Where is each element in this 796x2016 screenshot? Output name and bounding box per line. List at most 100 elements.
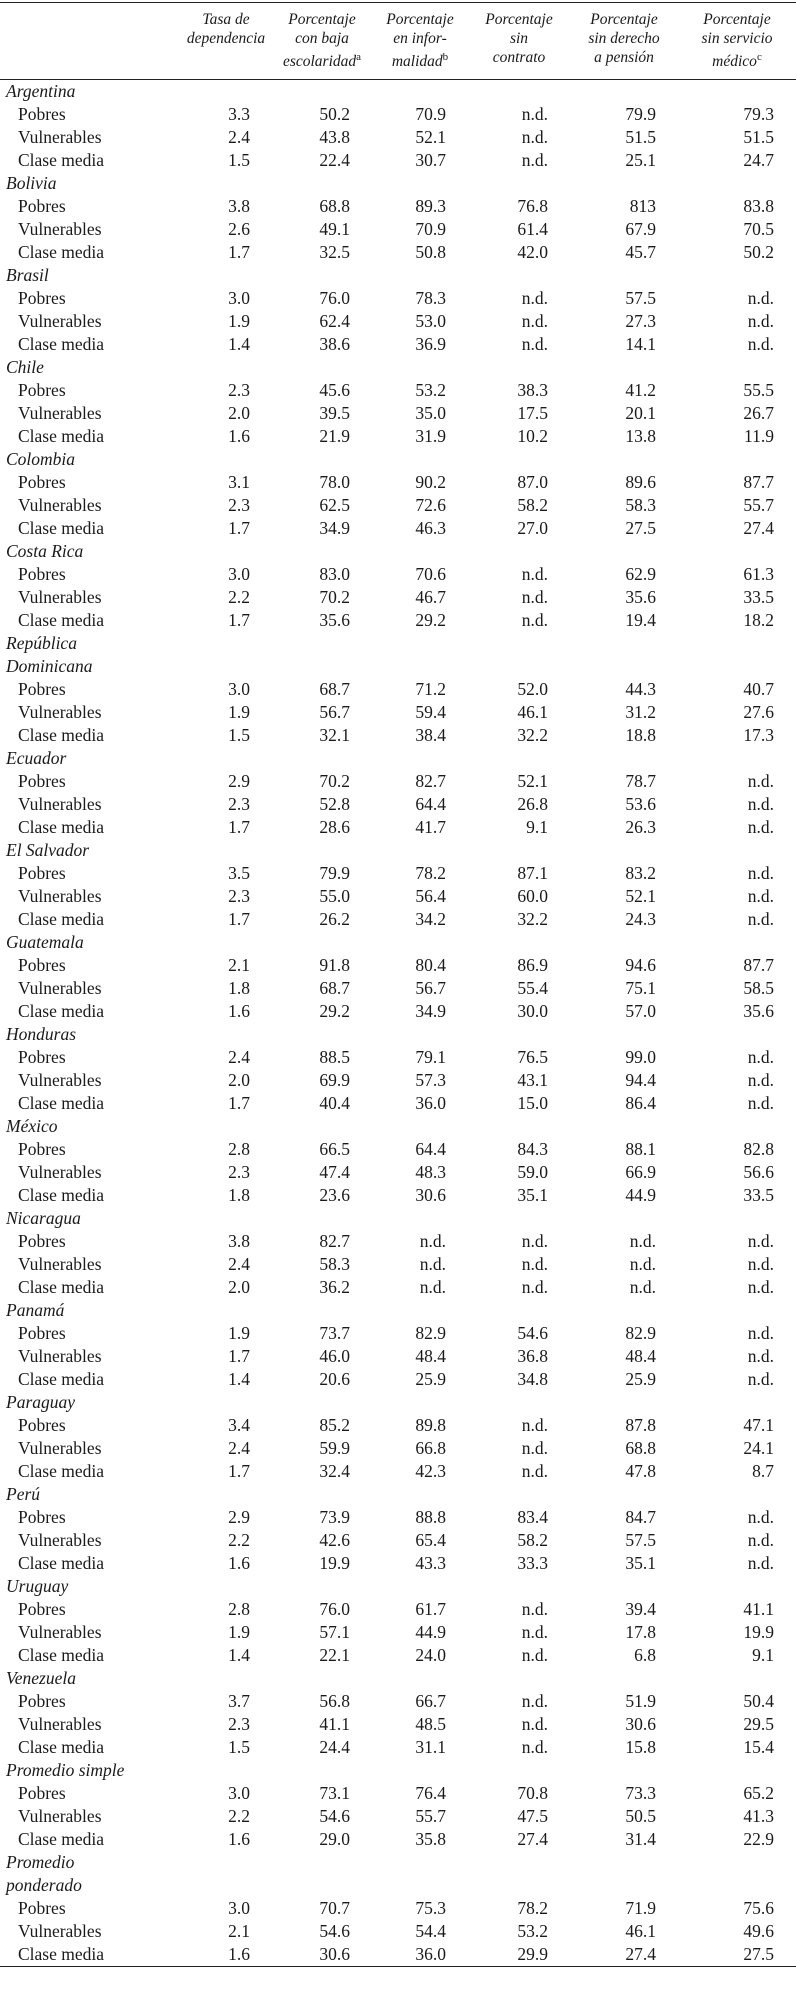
table-cell: 1.7 (228, 1346, 250, 1367)
row-label: Pobres (18, 771, 66, 792)
table-row: Pobres 3.3 50.2 70.9 n.d. 79.9 79.3 (0, 103, 796, 126)
table-cell: 41.1 (743, 1599, 774, 1620)
table-cell: 67.9 (625, 219, 656, 240)
table-cell: n.d. (629, 1231, 656, 1252)
header-line: sin derecho (588, 30, 660, 47)
table-row: Vulnerables 2.2 54.6 55.7 47.5 50.5 41.3 (0, 1805, 796, 1828)
table-cell: 1.5 (228, 725, 250, 746)
table-row: Pobres 2.9 73.9 88.8 83.4 84.7 n.d. (0, 1506, 796, 1529)
table-cell: n.d. (521, 1415, 548, 1436)
table-cell: 813 (629, 196, 656, 217)
table-cell: 70.7 (319, 1898, 350, 1919)
table-cell: 51.9 (625, 1691, 656, 1712)
country-row: Guatemala (0, 931, 796, 954)
table-row: Clase media 1.6 21.9 31.9 10.2 13.8 11.9 (0, 425, 796, 448)
table-cell: 75.3 (415, 1898, 446, 1919)
table-cell: 29.5 (743, 1714, 774, 1735)
table-row: Clase media 1.5 32.1 38.4 32.2 18.8 17.3 (0, 724, 796, 747)
table-cell: 45.7 (625, 242, 656, 263)
table-cell: n.d. (521, 610, 548, 631)
table-cell: 54.6 (319, 1921, 350, 1942)
row-label: Clase media (18, 1553, 105, 1574)
table-cell: 54.6 (517, 1323, 548, 1344)
table-cell: 34.2 (415, 909, 446, 930)
table-cell: n.d. (521, 1622, 548, 1643)
table-cell: 2.3 (228, 495, 250, 516)
table-cell: 72.6 (415, 495, 446, 516)
table-cell: 15.8 (625, 1737, 656, 1758)
header-line: Porcentaje (703, 11, 771, 28)
table-cell: 82.9 (625, 1323, 656, 1344)
table-cell: 50.2 (319, 104, 350, 125)
row-label: Pobres (18, 1898, 66, 1919)
table-cell: 2.9 (228, 1507, 250, 1528)
table-cell: 3.0 (228, 564, 250, 585)
row-label: Vulnerables (18, 1438, 102, 1459)
header-line: Porcentaje (288, 11, 356, 28)
table-row: Clase media 1.7 34.9 46.3 27.0 27.5 27.4 (0, 517, 796, 540)
row-label: Clase media (18, 1645, 105, 1666)
table-cell: 79.9 (319, 863, 350, 884)
table-cell: 27.4 (570, 1943, 678, 1968)
table-cell: 3.8 (228, 196, 250, 217)
header-informality: Porcentaje en infor-malidadb (372, 1, 468, 81)
table-cell: n.d. (747, 1047, 774, 1068)
country-row: Honduras (0, 1023, 796, 1046)
table-cell: 42.3 (415, 1461, 446, 1482)
table-cell: 36.0 (415, 1093, 446, 1114)
table-cell: 24.3 (625, 909, 656, 930)
table-cell: 78.7 (625, 771, 656, 792)
table-cell: 31.9 (415, 426, 446, 447)
table-cell: 57.3 (415, 1070, 446, 1091)
table-row: Vulnerables 2.3 52.8 64.4 26.8 53.6 n.d. (0, 793, 796, 816)
row-label: Pobres (18, 196, 66, 217)
table-cell: 27.4 (743, 518, 774, 539)
table-row: Vulnerables 2.4 58.3 n.d. n.d. n.d. n.d. (0, 1253, 796, 1276)
table-cell: 53.0 (415, 311, 446, 332)
table-cell: n.d. (747, 1346, 774, 1367)
table-cell: 35.8 (415, 1829, 446, 1850)
footnote-marker: b (442, 51, 449, 63)
table-cell: 57.5 (625, 1530, 656, 1551)
country-row: Costa Rica (0, 540, 796, 563)
country-row: República (0, 632, 796, 655)
country-row: Dominicana (0, 655, 796, 678)
table-row: Pobres 3.0 68.7 71.2 52.0 44.3 40.7 (0, 678, 796, 701)
row-label: Clase media (18, 1093, 105, 1114)
table-row: Vulnerables 2.3 55.0 56.4 60.0 52.1 n.d. (0, 885, 796, 908)
table-cell: 39.5 (319, 403, 350, 424)
table-row: Clase media 1.7 26.2 34.2 32.2 24.3 n.d. (0, 908, 796, 931)
row-label: Vulnerables (18, 1162, 102, 1183)
table-cell: 87.7 (743, 955, 774, 976)
table-row: Vulnerables 2.3 47.4 48.3 59.0 66.9 56.6 (0, 1161, 796, 1184)
table-row: Clase media 1.4 20.6 25.9 34.8 25.9 n.d. (0, 1368, 796, 1391)
table-cell: 86.4 (625, 1093, 656, 1114)
table-cell: 26.7 (743, 403, 774, 424)
header-line-text: médico (712, 53, 757, 71)
table-cell: 83.0 (319, 564, 350, 585)
table-cell: 3.0 (228, 679, 250, 700)
table-cell: 70.9 (415, 219, 446, 240)
table-cell: 19.9 (319, 1553, 350, 1574)
table-cell: n.d. (747, 1553, 774, 1574)
table-cell: 42.6 (319, 1530, 350, 1551)
table-cell: 56.7 (319, 702, 350, 723)
table-cell: 1.8 (228, 978, 250, 999)
row-label: Vulnerables (18, 1622, 102, 1643)
table-cell: 2.4 (228, 1047, 250, 1068)
table-cell: 22.4 (319, 150, 350, 171)
table-cell: 71.2 (415, 679, 446, 700)
table-cell: 32.5 (319, 242, 350, 263)
table-cell: 94.4 (625, 1070, 656, 1091)
row-label: Clase media (18, 1829, 105, 1850)
table-row: Clase media 1.7 35.6 29.2 n.d. 19.4 18.2 (0, 609, 796, 632)
row-label: Vulnerables (18, 1530, 102, 1551)
table-cell: n.d. (521, 334, 548, 355)
table-cell: n.d. (521, 311, 548, 332)
table-cell: 78.0 (319, 472, 350, 493)
table-cell: 54.6 (319, 1806, 350, 1827)
table-cell: 1.4 (228, 1369, 250, 1390)
country-row: Paraguay (0, 1391, 796, 1414)
table-cell: 53.6 (625, 794, 656, 815)
row-label: Pobres (18, 679, 66, 700)
